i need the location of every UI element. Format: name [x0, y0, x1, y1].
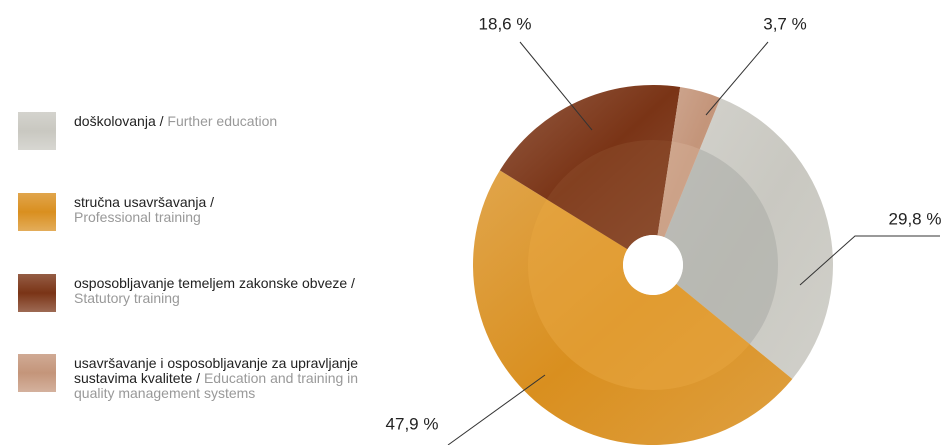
data-label: 18,6 %: [479, 14, 532, 33]
legend-label: osposobljavanje temeljem zakonske obveze…: [74, 275, 355, 291]
legend-text: osposobljavanje temeljem zakonske obveze…: [74, 274, 364, 306]
slice-inner-shade: [546, 140, 672, 250]
data-label: 47,9 %: [386, 414, 439, 433]
legend-label: doškolovanja /: [74, 113, 164, 129]
data-label: 3,7 %: [763, 14, 806, 33]
legend-swatch: [18, 193, 56, 231]
donut-hole: [623, 235, 683, 295]
legend-label: stručna usavršavanja /: [74, 194, 215, 210]
legend-label-en: Professional training: [74, 209, 201, 225]
legend-item: usavršavanje i osposobljavanje za upravl…: [18, 354, 364, 401]
slice-inner-shade: [657, 141, 700, 238]
legend-swatch: [18, 112, 56, 150]
legend-item: doškolovanja / Further education: [18, 112, 364, 150]
legend-text: usavršavanje i osposobljavanje za upravl…: [74, 354, 364, 401]
legend-label: usavršavanje i osposobljavanje za upravl…: [74, 355, 359, 386]
leader-line: [799, 235, 940, 286]
data-label: 29,8 %: [889, 209, 942, 228]
slice-inner-shade: [664, 149, 778, 345]
legend-label-en: Statutory training: [74, 290, 180, 306]
slice-inner-shade: [528, 199, 750, 390]
legend-text: stručna usavršavanja / Professional trai…: [74, 193, 364, 225]
legend-swatch: [18, 274, 56, 312]
legend-label-en: Education and training in quality manage…: [74, 370, 359, 401]
legend-label-en: Further education: [167, 113, 278, 129]
legend-item: osposobljavanje temeljem zakonske obveze…: [18, 274, 364, 312]
leader-line: [519, 41, 593, 131]
leader-line: [447, 374, 546, 445]
legend-item: stručna usavršavanja / Professional trai…: [18, 193, 364, 231]
legend-text: doškolovanja / Further education: [74, 112, 364, 129]
leader-line: [705, 41, 769, 116]
legend-swatch: [18, 354, 56, 392]
